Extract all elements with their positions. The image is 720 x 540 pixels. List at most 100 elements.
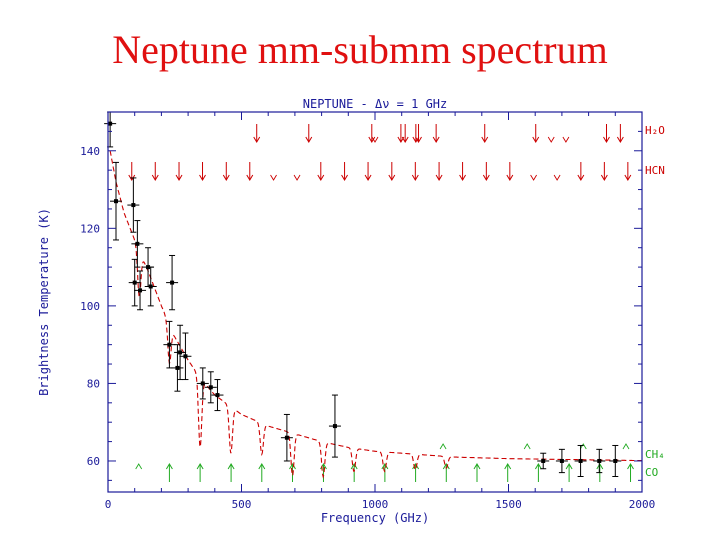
data-point bbox=[131, 203, 136, 208]
ch4-line-markers bbox=[439, 443, 630, 450]
x-tick-label: 1000 bbox=[362, 498, 389, 511]
h2o-arrow-head bbox=[481, 136, 489, 143]
spectrum-chart: 0 500 1000 1500 2000 60 80 100 120 140 NEPTUNE - … bbox=[37, 97, 665, 525]
h2o-arrow-weak bbox=[562, 136, 570, 143]
hcn-arrow-head bbox=[506, 174, 514, 181]
h2o-arrow-head bbox=[603, 136, 610, 143]
ch4-arrow bbox=[579, 443, 587, 450]
co-arrow-head bbox=[289, 463, 296, 470]
data-point bbox=[332, 424, 337, 429]
co-arrow-head bbox=[227, 463, 235, 470]
y-tick-label: 60 bbox=[87, 455, 100, 468]
x-tick-label: 500 bbox=[232, 498, 252, 511]
hcn-arrow-head bbox=[128, 174, 136, 181]
hcn-arrow-head bbox=[341, 174, 348, 181]
co-arrow-head bbox=[534, 463, 542, 470]
chart-title: NEPTUNE - Δν = 1 GHz bbox=[303, 97, 448, 111]
h2o-arrow-head bbox=[616, 136, 624, 143]
hcn-arrow-head bbox=[151, 174, 159, 181]
plot-frame bbox=[107, 111, 643, 493]
ch4-arrow bbox=[439, 443, 447, 450]
hcn-arrow-weak bbox=[270, 174, 277, 181]
data-point bbox=[138, 288, 143, 293]
hcn-arrow-head bbox=[388, 174, 396, 181]
x-tick-label: 0 bbox=[105, 498, 112, 511]
h2o-arrow-weak bbox=[371, 136, 379, 143]
data-point bbox=[541, 458, 546, 463]
h2o-arrow-head bbox=[368, 136, 376, 143]
x-tick-label: 2000 bbox=[629, 498, 656, 511]
ch4-label: CH₄ bbox=[645, 448, 665, 461]
co-arrow-head bbox=[442, 463, 450, 470]
x-axis-label: Frequency (GHz) bbox=[321, 511, 429, 525]
co-label: CO bbox=[645, 466, 658, 479]
data-point bbox=[559, 458, 564, 463]
h2o-arrow-head bbox=[412, 136, 420, 143]
data-point bbox=[170, 280, 175, 285]
data-point bbox=[108, 121, 113, 126]
co-arrow-head bbox=[596, 463, 604, 470]
h2o-label: H₂O bbox=[645, 124, 665, 137]
data-point bbox=[208, 385, 213, 390]
h2o-arrow-head bbox=[432, 136, 440, 143]
hcn-arrow-head bbox=[435, 174, 443, 181]
hcn-arrow-head bbox=[577, 174, 585, 181]
data-point bbox=[215, 393, 220, 398]
y-tick-label: 120 bbox=[80, 222, 100, 235]
hcn-arrow-head bbox=[246, 174, 254, 181]
y-tick-label: 80 bbox=[87, 377, 100, 390]
co-arrow-head bbox=[381, 463, 389, 470]
co-arrow-head bbox=[627, 463, 634, 470]
y-tick-label: 100 bbox=[80, 300, 100, 313]
y-tick-label: 140 bbox=[80, 145, 100, 158]
co-arrow-head bbox=[350, 463, 358, 470]
data-point bbox=[135, 241, 140, 246]
co-arrow-head bbox=[473, 463, 481, 470]
data-point bbox=[132, 280, 137, 285]
hcn-line-markers bbox=[128, 162, 632, 181]
h2o-arrow-head bbox=[415, 136, 422, 143]
observation-points bbox=[104, 111, 622, 477]
data-point bbox=[148, 284, 153, 289]
co-arrow-head bbox=[565, 463, 573, 470]
h2o-arrow-head bbox=[401, 136, 409, 143]
hcn-arrow-head bbox=[482, 174, 490, 181]
hcn-arrow-weak bbox=[530, 174, 537, 181]
ch4-arrow bbox=[523, 443, 531, 450]
model-spectrum-curve bbox=[109, 150, 642, 479]
co-line-markers bbox=[135, 463, 634, 482]
axis-ticks: 0 500 1000 1500 2000 60 80 100 120 140 bbox=[80, 111, 656, 511]
y-axis-label: Brightness Temperature (K) bbox=[37, 208, 51, 396]
data-point bbox=[114, 199, 119, 204]
hcn-arrow-head bbox=[459, 174, 467, 181]
data-point bbox=[200, 381, 205, 386]
hcn-label: HCN bbox=[645, 164, 665, 177]
data-point bbox=[597, 458, 602, 463]
hcn-arrow-head bbox=[175, 174, 183, 181]
co-arrow-head bbox=[196, 463, 204, 470]
hcn-arrow-weak bbox=[293, 174, 301, 181]
h2o-arrow-head bbox=[305, 136, 313, 143]
hcn-arrow-head bbox=[600, 174, 608, 181]
hcn-arrow-head bbox=[624, 174, 632, 181]
h2o-arrow-weak bbox=[547, 136, 555, 143]
data-point bbox=[167, 342, 172, 347]
data-point bbox=[284, 435, 289, 440]
hcn-arrow-head bbox=[222, 174, 230, 181]
hcn-arrow-head bbox=[411, 174, 419, 181]
data-point bbox=[183, 354, 188, 359]
x-tick-label: 1500 bbox=[495, 498, 522, 511]
data-point bbox=[613, 458, 618, 463]
h2o-line-markers bbox=[253, 124, 624, 143]
data-point bbox=[578, 458, 583, 463]
co-arrow-weak bbox=[135, 463, 143, 470]
hcn-arrow-weak bbox=[553, 174, 561, 181]
ch4-arrow bbox=[622, 443, 630, 450]
co-arrow-head bbox=[412, 463, 420, 470]
hcn-arrow-head bbox=[199, 174, 206, 181]
hcn-arrow-head bbox=[317, 174, 325, 181]
data-point bbox=[175, 365, 180, 370]
slide-title: Neptune mm-submm spectrum bbox=[112, 27, 608, 72]
co-arrow-head bbox=[258, 463, 266, 470]
hcn-arrow-head bbox=[364, 174, 372, 181]
